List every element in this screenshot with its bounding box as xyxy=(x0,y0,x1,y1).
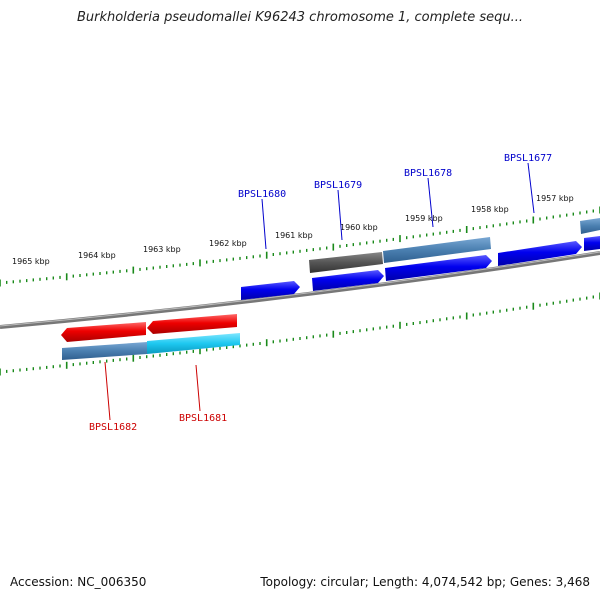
gene-feature[interactable] xyxy=(147,333,240,354)
forward-gene-track xyxy=(309,218,600,273)
gene-feature[interactable] xyxy=(383,237,491,263)
cds-arrow[interactable] xyxy=(61,322,146,342)
gene-feature[interactable] xyxy=(580,218,600,234)
kbp-label: 1963 kbp xyxy=(143,245,181,254)
kbp-label: 1964 kbp xyxy=(78,251,116,260)
accession-text: Accession: NC_006350 xyxy=(10,575,147,589)
forward-cds-track xyxy=(241,236,600,300)
kbp-label: 1958 kbp xyxy=(471,205,509,214)
label-leaders xyxy=(104,162,535,421)
kbp-label: 1959 kbp xyxy=(405,214,443,223)
cds-arrow[interactable] xyxy=(498,241,582,266)
cds-arrow[interactable] xyxy=(312,270,384,291)
upper-scale-ticks xyxy=(0,206,600,287)
gene-feature[interactable] xyxy=(309,252,383,273)
cds-arrow[interactable] xyxy=(385,255,492,281)
kbp-label: 1962 kbp xyxy=(209,239,247,248)
gene-label[interactable]: BPSL1677 xyxy=(504,153,552,164)
cds-arrow[interactable] xyxy=(584,236,600,251)
reverse-gene-track xyxy=(62,333,240,360)
map-title: Burkholderia pseudomallei K96243 chromos… xyxy=(76,10,524,25)
chromosome-backbone xyxy=(0,251,600,329)
gene-label[interactable]: BPSL1682 xyxy=(89,422,137,433)
gene-label[interactable]: BPSL1680 xyxy=(238,189,286,200)
gene-feature[interactable] xyxy=(62,342,147,360)
gene-label[interactable]: BPSL1679 xyxy=(314,180,362,191)
cds-arrow[interactable] xyxy=(147,314,237,334)
kbp-label: 1961 kbp xyxy=(275,231,313,240)
kbp-label: 1965 kbp xyxy=(12,257,50,266)
lower-scale-ticks xyxy=(0,292,600,376)
kbp-scale-labels: 1965 kbp 1964 kbp 1963 kbp 1962 kbp 1961… xyxy=(12,194,574,266)
gene-label[interactable]: BPSL1678 xyxy=(404,168,452,179)
gene-labels: BPSL1680 BPSL1679 BPSL1678 BPSL1677 BPSL… xyxy=(89,153,552,433)
cds-arrow[interactable] xyxy=(241,281,300,300)
reverse-cds-track xyxy=(61,314,237,342)
genome-summary: Topology: circular; Length: 4,074,542 bp… xyxy=(260,575,590,589)
kbp-label: 1957 kbp xyxy=(536,194,574,203)
kbp-label: 1960 kbp xyxy=(340,223,378,232)
gene-label[interactable]: BPSL1681 xyxy=(179,413,227,424)
